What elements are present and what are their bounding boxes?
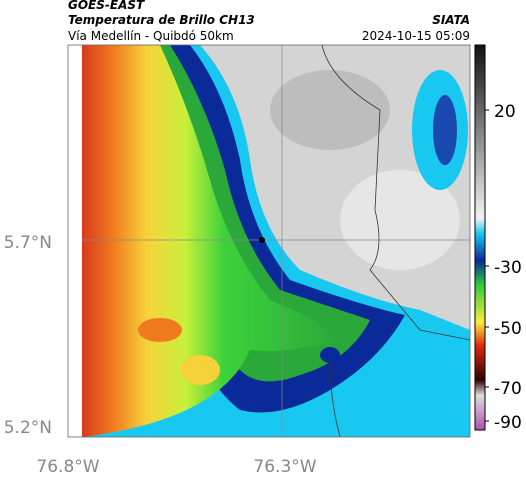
colorbar-label: -50 [494,319,522,339]
lon-tick: 76.3°W [253,457,316,477]
lat-tick: 5.7°N [4,233,52,253]
colorbar-label: 20 [494,102,516,122]
colorbar [474,44,486,431]
product: GOES-EAST [68,0,145,12]
subtitle: Vía Medellín - Quibdó 50km [68,29,234,43]
colorbar-label: -30 [494,258,522,278]
colorbar-label: -70 [494,379,522,399]
title: Temperatura de Brillo CH13 [68,13,255,27]
lon-tick: 76.8°W [36,457,99,477]
colorbar-label: -90 [494,413,522,433]
colorbar-ticks [485,109,489,422]
org: SIATA [432,13,470,27]
timestamp: 2024-10-15 05:09 [362,29,470,43]
satellite-image [82,45,470,437]
map-frame [67,44,471,438]
lat-tick: 5.2°N [4,418,52,438]
